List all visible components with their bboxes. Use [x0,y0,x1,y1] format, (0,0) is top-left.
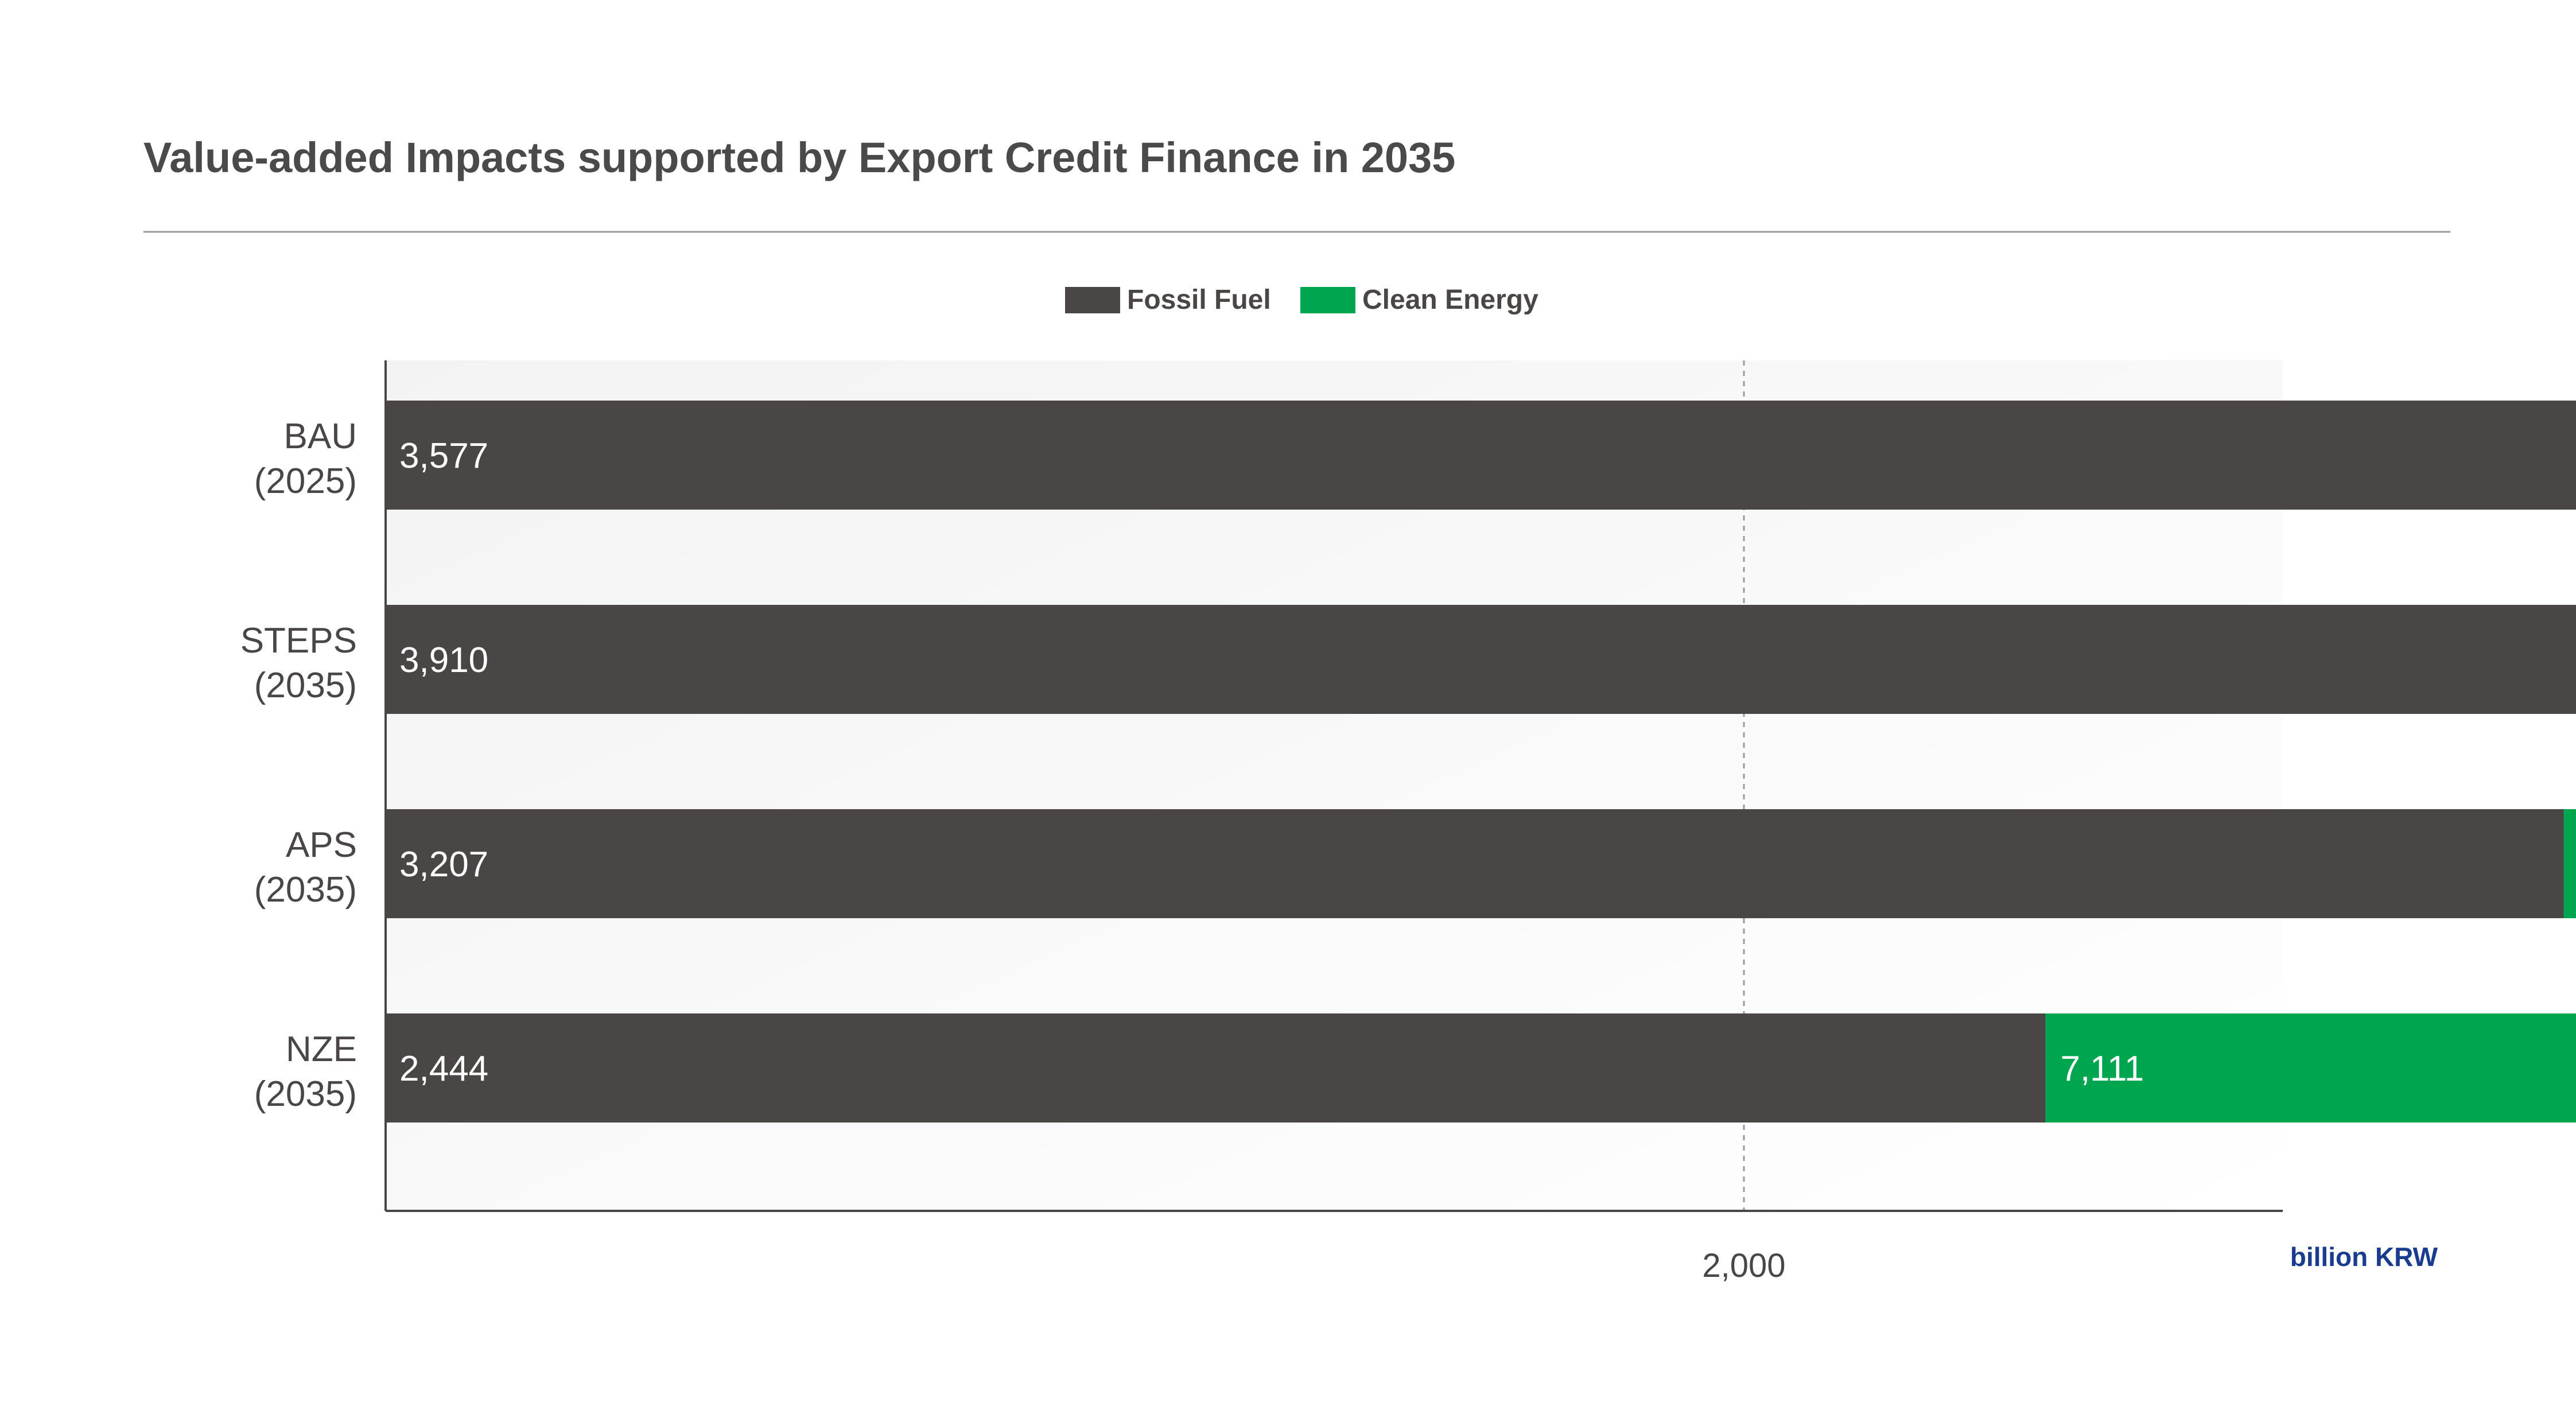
category-label-sub: (2035) [254,666,357,705]
legend-swatch-fossil [1065,287,1120,313]
category-label: APS [286,825,357,865]
bar-fossil-fuel [386,401,2576,510]
data-label-fossil: 2,444 [399,1049,488,1089]
bar-clean-energy [2045,1013,2576,1123]
category-label: STEPS [240,621,357,661]
legend-swatch-clean [1300,287,1355,313]
unit-label: billion KRW [2290,1242,2438,1272]
bar-fossil-fuel [386,605,2576,714]
category-label-sub: (2035) [254,1074,357,1114]
category-label: NZE [286,1030,357,1069]
data-label-fossil: 3,577 [399,436,488,476]
legend-label-clean: Clean Energy [1362,285,1538,315]
x-tick-label: 2,000 [1702,1247,1785,1284]
bar-fossil-fuel [386,809,2564,918]
legend: Fossil Fuel Clean Energy [1065,285,1538,315]
category-label-sub: (2035) [254,870,357,910]
bar-clean-energy [2563,809,2576,918]
data-label-fossil: 3,910 [399,640,488,680]
category-label-sub: (2025) [254,461,357,501]
legend-label-fossil: Fossil Fuel [1127,285,1271,315]
bar-fossil-fuel [386,1013,2046,1123]
data-label-fossil: 3,207 [399,845,488,884]
category-label: BAU [284,417,357,456]
bars-group: 3,5775204,0983,9101,7065,6163,2073,2666,… [386,401,2576,1123]
axis-labels-group: 2,0004,0006,0008,00010,000BAU(2025)STEPS… [240,417,1786,1284]
chart-title: Value-added Impacts supported by Export … [143,134,1455,181]
data-label-clean: 7,111 [2060,1049,2144,1089]
